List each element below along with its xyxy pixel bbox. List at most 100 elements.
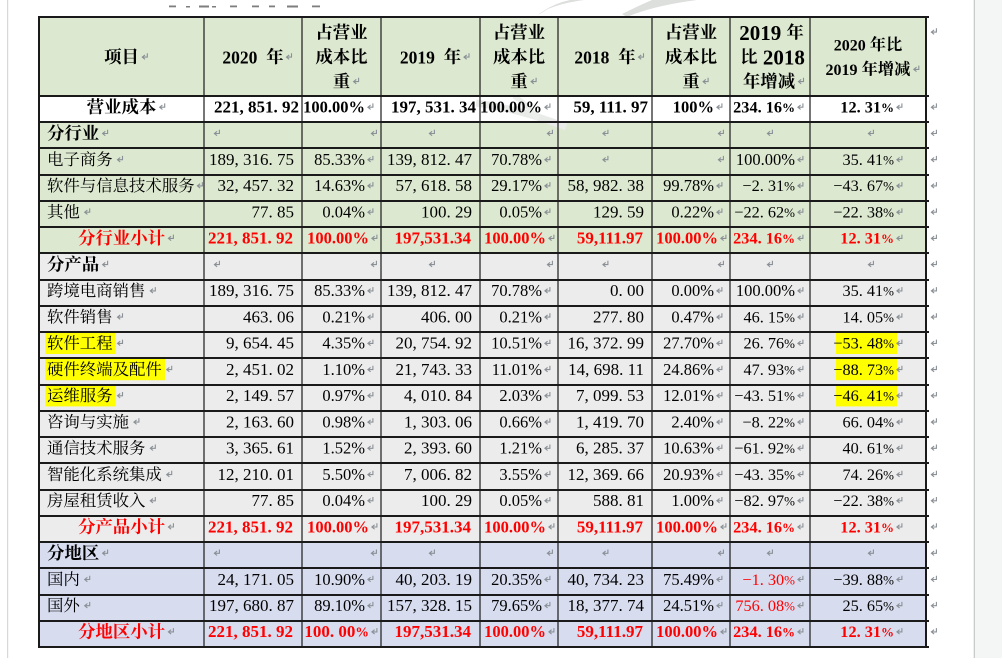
svg-text:2.03%: 2.03% bbox=[499, 386, 542, 405]
svg-text:2019: 2019 bbox=[826, 62, 862, 79]
svg-text:−39. 88%: −39. 88% bbox=[833, 570, 894, 589]
svg-text:−53. 48%: −53. 48% bbox=[833, 334, 894, 353]
svg-text:2, 393. 60: 2, 393. 60 bbox=[404, 439, 472, 458]
svg-text:277. 80: 277. 80 bbox=[593, 307, 644, 326]
svg-text:234. 16%: 234. 16% bbox=[733, 229, 795, 248]
svg-text:1.52%: 1.52% bbox=[322, 439, 365, 458]
svg-text:47. 93%: 47. 93% bbox=[743, 360, 795, 379]
svg-text:58, 982. 38: 58, 982. 38 bbox=[568, 176, 645, 195]
svg-text:221, 851. 92: 221, 851. 92 bbox=[214, 98, 299, 117]
svg-text:12, 210. 01: 12, 210. 01 bbox=[218, 465, 295, 484]
svg-text:25. 65%: 25. 65% bbox=[842, 596, 894, 615]
svg-text:100.00%: 100.00% bbox=[484, 229, 546, 248]
svg-text:−43. 35%: −43. 35% bbox=[734, 465, 795, 484]
svg-text:2018: 2018 bbox=[574, 47, 618, 67]
svg-text:2019: 2019 bbox=[739, 21, 786, 45]
svg-text:0.98%: 0.98% bbox=[322, 412, 365, 431]
svg-text:157, 328. 15: 157, 328. 15 bbox=[387, 596, 472, 615]
svg-text:100.00%: 100.00% bbox=[736, 150, 795, 169]
svg-text:70.78%: 70.78% bbox=[491, 281, 542, 300]
svg-text:3, 365. 61: 3, 365. 61 bbox=[226, 439, 294, 458]
svg-text:221, 851. 92: 221, 851. 92 bbox=[208, 229, 293, 248]
svg-text:100. 00%: 100. 00% bbox=[304, 622, 369, 641]
svg-text:463. 06: 463. 06 bbox=[243, 307, 294, 326]
svg-text:59,111.97: 59,111.97 bbox=[577, 622, 644, 641]
svg-text:0.47%: 0.47% bbox=[671, 307, 714, 326]
svg-text:−22. 38%: −22. 38% bbox=[833, 491, 894, 510]
svg-text:139, 812. 47: 139, 812. 47 bbox=[387, 281, 473, 300]
svg-text:79.65%: 79.65% bbox=[491, 596, 542, 615]
svg-text:−8. 22%: −8. 22% bbox=[742, 412, 795, 431]
svg-text:26. 76%: 26. 76% bbox=[743, 334, 795, 353]
svg-text:2.40%: 2.40% bbox=[671, 412, 714, 431]
svg-text:−43. 67%: −43. 67% bbox=[833, 176, 894, 195]
svg-text:70.78%: 70.78% bbox=[491, 150, 542, 169]
svg-text:197,531.34: 197,531.34 bbox=[395, 229, 472, 248]
svg-text:99.78%: 99.78% bbox=[663, 176, 714, 195]
svg-text:85.33%: 85.33% bbox=[314, 150, 365, 169]
svg-text:75.49%: 75.49% bbox=[663, 570, 714, 589]
svg-text:100.00%: 100.00% bbox=[484, 517, 546, 536]
svg-text:12. 31%: 12. 31% bbox=[840, 229, 894, 248]
svg-text:35. 41%: 35. 41% bbox=[842, 150, 894, 169]
svg-text:10.51%: 10.51% bbox=[491, 334, 542, 353]
svg-text:0.21%: 0.21% bbox=[499, 307, 542, 326]
svg-text:35. 41%: 35. 41% bbox=[842, 281, 894, 300]
svg-text:100. 29: 100. 29 bbox=[421, 203, 472, 222]
svg-text:100.00%: 100.00% bbox=[484, 622, 546, 641]
svg-text:59,111.97: 59,111.97 bbox=[577, 229, 644, 248]
svg-text:14.63%: 14.63% bbox=[314, 176, 365, 195]
svg-text:10.90%: 10.90% bbox=[314, 570, 365, 589]
svg-text:12.01%: 12.01% bbox=[663, 386, 714, 405]
svg-text:40, 734. 23: 40, 734. 23 bbox=[568, 570, 645, 589]
svg-text:197, 680. 87: 197, 680. 87 bbox=[209, 596, 295, 615]
svg-text:234. 16%: 234. 16% bbox=[733, 622, 795, 641]
svg-text:221, 851. 92: 221, 851. 92 bbox=[208, 517, 293, 536]
svg-text:100.00%: 100.00% bbox=[656, 517, 718, 536]
svg-text:−22. 38%: −22. 38% bbox=[833, 203, 894, 222]
svg-text:1, 419. 70: 1, 419. 70 bbox=[576, 412, 644, 431]
svg-text:12. 31%: 12. 31% bbox=[840, 98, 894, 117]
svg-text:5.50%: 5.50% bbox=[322, 465, 365, 484]
svg-text:0.21%: 0.21% bbox=[322, 307, 365, 326]
svg-text:1.00%: 1.00% bbox=[671, 491, 714, 510]
svg-text:139, 812. 47: 139, 812. 47 bbox=[387, 150, 473, 169]
svg-text:57, 618. 58: 57, 618. 58 bbox=[396, 176, 473, 195]
svg-text:12. 31%: 12. 31% bbox=[840, 517, 894, 536]
svg-text:2, 163. 60: 2, 163. 60 bbox=[226, 412, 294, 431]
svg-text:0.97%: 0.97% bbox=[322, 386, 365, 405]
svg-text:77. 85: 77. 85 bbox=[252, 491, 295, 510]
svg-text:221, 851. 92: 221, 851. 92 bbox=[208, 622, 293, 641]
svg-text:21, 743. 33: 21, 743. 33 bbox=[396, 360, 473, 379]
svg-text:29.17%: 29.17% bbox=[491, 176, 542, 195]
svg-text:2019: 2019 bbox=[400, 47, 444, 67]
svg-text:20.35%: 20.35% bbox=[491, 570, 542, 589]
svg-text:100.00%: 100.00% bbox=[736, 281, 795, 300]
svg-text:4, 010. 84: 4, 010. 84 bbox=[404, 386, 473, 405]
svg-text:189, 316. 75: 189, 316. 75 bbox=[209, 281, 294, 300]
svg-text:100.00%: 100.00% bbox=[303, 98, 365, 117]
svg-text:18, 377. 74: 18, 377. 74 bbox=[568, 596, 645, 615]
svg-text:85.33%: 85.33% bbox=[314, 281, 365, 300]
svg-text:59,111.97: 59,111.97 bbox=[577, 517, 644, 536]
svg-text:406. 00: 406. 00 bbox=[421, 307, 472, 326]
svg-text:100.00%: 100.00% bbox=[307, 517, 369, 536]
svg-text:197,531.34: 197,531.34 bbox=[395, 622, 472, 641]
svg-text:46. 15%: 46. 15% bbox=[743, 307, 795, 326]
svg-text:588. 81: 588. 81 bbox=[593, 491, 644, 510]
svg-text:100%: 100% bbox=[673, 98, 714, 117]
svg-text:100.00%: 100.00% bbox=[656, 622, 718, 641]
svg-text:77. 85: 77. 85 bbox=[252, 203, 295, 222]
svg-text:197, 531. 34: 197, 531. 34 bbox=[391, 98, 477, 117]
svg-text:−43. 51%: −43. 51% bbox=[734, 386, 795, 405]
svg-text:−1. 30%: −1. 30% bbox=[742, 570, 795, 589]
svg-text:0.22%: 0.22% bbox=[671, 203, 714, 222]
svg-text:−61. 92%: −61. 92% bbox=[734, 439, 795, 458]
svg-text:−46. 41%: −46. 41% bbox=[833, 386, 894, 405]
svg-text:2018: 2018 bbox=[758, 46, 805, 70]
svg-text:100.00%: 100.00% bbox=[480, 98, 542, 117]
svg-text:197,531.34: 197,531.34 bbox=[395, 517, 472, 536]
svg-text:0.66%: 0.66% bbox=[499, 412, 542, 431]
svg-text:0. 00: 0. 00 bbox=[610, 281, 644, 300]
svg-text:12, 369. 66: 12, 369. 66 bbox=[568, 465, 645, 484]
